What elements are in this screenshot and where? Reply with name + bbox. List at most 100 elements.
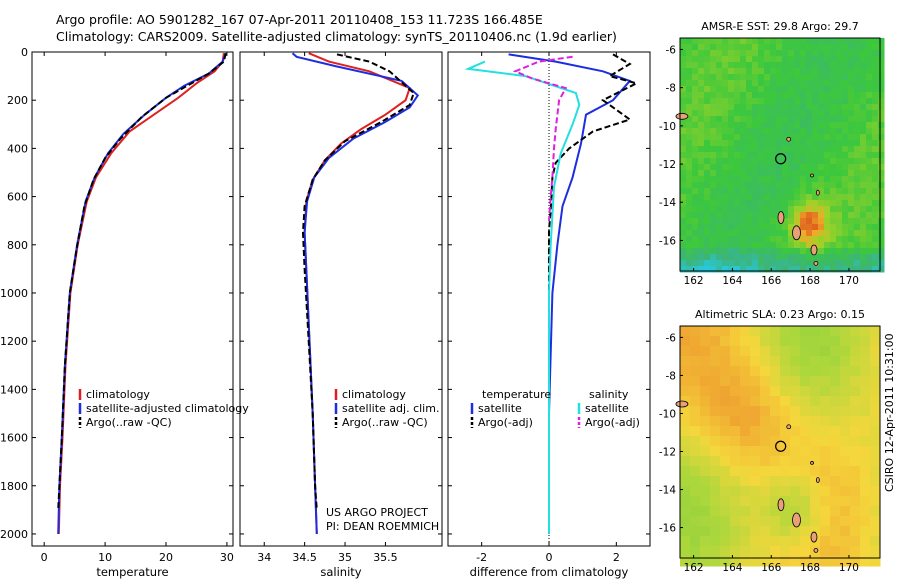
map-cell xyxy=(780,366,791,377)
map-cell xyxy=(710,406,721,417)
map-cell xyxy=(734,158,741,165)
salinity-frame xyxy=(239,51,443,547)
map-cell xyxy=(800,254,807,261)
map-cell xyxy=(850,366,861,377)
map-cell xyxy=(790,416,801,427)
map-cell xyxy=(848,224,855,231)
map-cell xyxy=(740,556,751,567)
map-cell xyxy=(788,62,795,69)
map-cell xyxy=(776,152,783,159)
map-cell xyxy=(872,182,879,189)
map-cell xyxy=(790,546,801,557)
map-cell xyxy=(734,182,741,189)
map-cell xyxy=(818,134,825,141)
map-cell xyxy=(830,346,841,357)
map-cell xyxy=(824,230,831,237)
map-cell xyxy=(710,104,717,111)
sla-map-xtick-label: 170 xyxy=(839,562,859,574)
map-cell xyxy=(710,248,717,255)
map-cell xyxy=(866,56,873,63)
difference-series-blue-line xyxy=(508,53,632,534)
map-cell xyxy=(752,86,759,93)
map-cell xyxy=(870,416,881,427)
map-cell xyxy=(692,62,699,69)
map-cell xyxy=(842,188,849,195)
map-cell xyxy=(848,170,855,177)
map-cell xyxy=(770,546,781,557)
map-cell xyxy=(872,170,879,177)
map-cell xyxy=(806,146,813,153)
map-cell xyxy=(730,456,741,467)
map-cell xyxy=(686,38,693,45)
map-cell xyxy=(800,248,807,255)
island-shape xyxy=(815,189,820,196)
map-cell xyxy=(840,406,851,417)
map-cell xyxy=(760,556,771,567)
map-cell xyxy=(710,496,721,507)
sst-map-xtick-label: 166 xyxy=(761,275,781,287)
map-cell xyxy=(860,98,867,105)
map-cell xyxy=(788,152,795,159)
map-cell xyxy=(800,128,807,135)
map-cell xyxy=(750,466,761,477)
map-cell xyxy=(854,248,861,255)
map-cell xyxy=(824,122,831,129)
map-cell xyxy=(830,254,837,261)
map-cell xyxy=(770,260,777,267)
map-cell xyxy=(780,506,791,517)
map-cell xyxy=(782,164,789,171)
map-cell xyxy=(812,50,819,57)
map-cell xyxy=(722,176,729,183)
map-cell xyxy=(790,456,801,467)
map-cell xyxy=(872,146,879,153)
map-cell xyxy=(746,86,753,93)
map-cell xyxy=(734,218,741,225)
map-cell xyxy=(790,396,801,407)
temperature-xtick-label: 20 xyxy=(159,551,173,564)
map-cell xyxy=(690,536,701,547)
map-cell xyxy=(824,248,831,255)
map-cell xyxy=(686,206,693,213)
map-cell xyxy=(818,62,825,69)
map-cell xyxy=(764,254,771,261)
map-cell xyxy=(698,116,705,123)
map-cell xyxy=(770,266,777,273)
map-cell xyxy=(824,104,831,111)
map-cell xyxy=(704,74,711,81)
map-cell xyxy=(850,336,861,347)
map-cell xyxy=(680,188,687,195)
map-cell xyxy=(860,516,871,527)
map-cell xyxy=(820,346,831,357)
map-cell xyxy=(794,62,801,69)
map-cell xyxy=(680,218,687,225)
map-cell xyxy=(840,376,851,387)
map-cell xyxy=(840,486,851,497)
map-cell xyxy=(806,152,813,159)
map-cell xyxy=(720,496,731,507)
map-cell xyxy=(800,176,807,183)
figure-title-line2: Climatology: CARS2009. Satellite-adjuste… xyxy=(56,29,617,44)
map-cell xyxy=(878,152,885,159)
map-cell xyxy=(836,206,843,213)
map-cell xyxy=(866,86,873,93)
difference-xtick-label: 2 xyxy=(613,551,620,564)
map-cell xyxy=(794,158,801,165)
map-cell xyxy=(692,236,699,243)
map-cell xyxy=(810,376,821,387)
map-cell xyxy=(800,546,811,557)
map-cell xyxy=(848,74,855,81)
map-cell xyxy=(734,98,741,105)
map-cell xyxy=(704,122,711,129)
map-cell xyxy=(770,536,781,547)
map-cell xyxy=(788,164,795,171)
map-cell xyxy=(782,50,789,57)
map-cell xyxy=(734,140,741,147)
map-cell xyxy=(878,236,885,243)
map-cell xyxy=(800,194,807,201)
map-cell xyxy=(710,98,717,105)
map-cell xyxy=(818,146,825,153)
map-cell xyxy=(752,92,759,99)
map-cell xyxy=(764,164,771,171)
sla-map-ytick-label: -8 xyxy=(666,370,676,382)
